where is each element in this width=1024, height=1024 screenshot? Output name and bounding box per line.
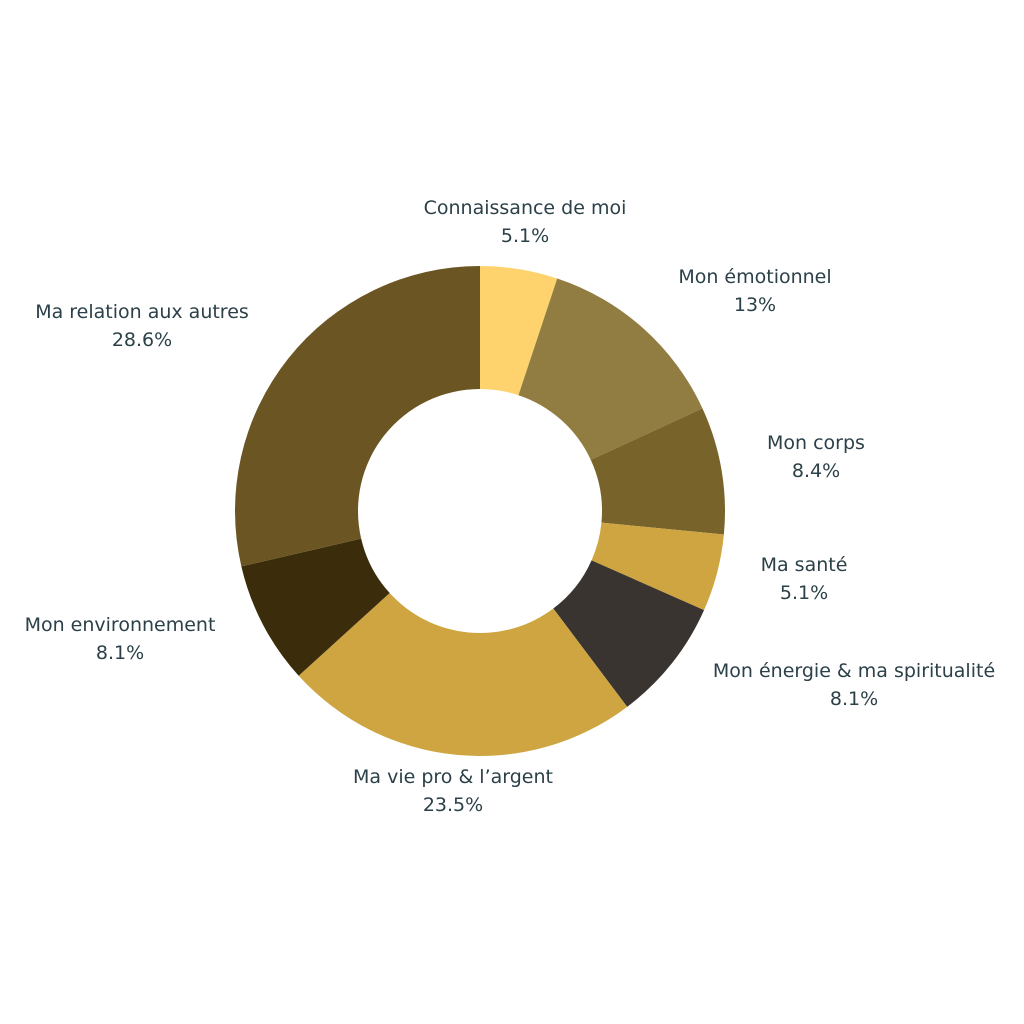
slice-ma-sante xyxy=(591,522,724,611)
slice-connaissance-de-moi xyxy=(480,266,558,396)
slice-label-ma-vie-pro-l-argent: Ma vie pro & l’argent xyxy=(353,766,553,788)
slice-value-mon-corps: 8.4% xyxy=(792,460,840,482)
slice-label-mon-corps: Mon corps xyxy=(767,432,865,454)
slice-label-mon-emotionnel: Mon émotionnel xyxy=(678,266,831,288)
slice-label-connaissance-de-moi: Connaissance de moi xyxy=(424,197,627,219)
slice-value-connaissance-de-moi: 5.1% xyxy=(501,225,549,247)
slice-mon-energie-ma-spiritualite xyxy=(553,560,705,707)
slice-ma-vie-pro-l-argent xyxy=(298,593,628,756)
slice-mon-emotionnel xyxy=(518,278,703,460)
slice-ma-relation-aux-autres xyxy=(234,266,480,567)
donut-labels: Connaissance de moi 5.1% Mon émotionnel 13%… xyxy=(25,197,996,816)
slice-label-ma-sante: Ma santé xyxy=(761,554,848,576)
slice-value-ma-sante: 5.1% xyxy=(780,582,828,604)
slice-mon-corps xyxy=(590,408,725,535)
slice-mon-environnement xyxy=(241,538,390,676)
slice-value-ma-vie-pro-l-argent: 23.5% xyxy=(423,794,483,816)
slice-value-ma-relation-aux-autres: 28.6% xyxy=(112,329,172,351)
slice-value-mon-energie-ma-spiritualite: 8.1% xyxy=(830,688,878,710)
slice-label-ma-relation-aux-autres: Ma relation aux autres xyxy=(35,301,249,323)
slice-value-mon-environnement: 8.1% xyxy=(96,642,144,664)
slice-label-mon-energie-ma-spiritualite: Mon énergie & ma spiritualité xyxy=(713,660,995,682)
donut-slices xyxy=(234,266,725,756)
slice-label-mon-environnement: Mon environnement xyxy=(25,614,216,636)
slice-value-mon-emotionnel: 13% xyxy=(734,294,776,316)
